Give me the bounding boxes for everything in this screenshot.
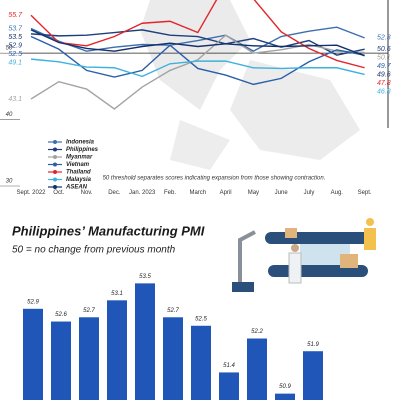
plot [30, 0, 365, 110]
value-label: 46.8 [377, 89, 391, 96]
bar [303, 351, 323, 400]
y-tick-label: 50 [6, 46, 13, 52]
value-label: 50.1 [377, 55, 391, 62]
bar-subtitle: 50 = no change from previous month [12, 245, 176, 256]
x-tick-label: Nov. [80, 190, 93, 196]
legend-dot [53, 162, 57, 167]
legend-label: Vietnam [66, 162, 90, 168]
legend-label: ASEAN [65, 185, 88, 191]
box [340, 254, 358, 268]
value-label: 50.6 [377, 46, 391, 53]
y-tick-label: 40 [6, 112, 13, 118]
value-label: 47.8 [377, 80, 391, 87]
value-label: 52.9 [8, 42, 22, 49]
legend-label: Thailand [66, 170, 91, 176]
bar-value-label: 50.9 [279, 384, 291, 390]
map-shape [170, 120, 230, 170]
value-label: 43.1 [8, 96, 22, 103]
person-head [291, 244, 299, 252]
bar-value-label: 51.9 [307, 342, 319, 348]
bar [135, 283, 155, 400]
bar [247, 338, 267, 400]
bar [79, 317, 99, 400]
legend-label: Myanmar [66, 155, 93, 161]
series-line [30, 58, 365, 78]
bar [275, 393, 295, 400]
value-label: 49.6 [377, 72, 391, 79]
bar-value-label: 53.1 [111, 291, 123, 297]
robot-base [232, 282, 254, 292]
map-shape [230, 60, 360, 160]
bar [51, 321, 71, 400]
illustration [232, 218, 376, 292]
x-tick-label: July [303, 190, 315, 196]
bar-value-label: 53.5 [139, 274, 151, 280]
value-label: 55.7 [8, 12, 23, 19]
worker-head [366, 218, 374, 226]
value-label: 52.5 [8, 51, 22, 58]
x-tick-label: Sept. 2022 [16, 190, 46, 196]
person-body [288, 252, 302, 284]
series-line [30, 26, 365, 52]
x-tick-label: Jan. 2023 [129, 190, 156, 196]
x-tick-label: Dec. [108, 190, 121, 196]
box [285, 228, 297, 238]
series-line [30, 29, 365, 57]
x-tick-label: Feb. [163, 190, 176, 196]
bar [163, 317, 183, 400]
bar-value-label: 52.5 [195, 316, 207, 322]
bar-value-label: 52.2 [251, 329, 263, 335]
annotation: 50 threshold separates scores indicating… [103, 176, 326, 182]
legend-dot [53, 170, 57, 174]
robot-arm [238, 230, 256, 290]
bar-value-label: 52.9 [27, 299, 39, 305]
legend-dot [53, 177, 57, 182]
bar [107, 300, 127, 400]
legend-dot [53, 147, 57, 152]
value-label: 53.5 [8, 34, 22, 41]
bar-title: Philippines’ Manufacturing PMI [12, 223, 205, 238]
x-tick-label: May [247, 190, 260, 196]
series-line [30, 29, 365, 56]
bar [23, 308, 43, 400]
map-shape [140, 0, 250, 110]
series-line [30, 34, 365, 110]
y-tick-label: 30 [6, 179, 13, 185]
legend-dot [53, 185, 57, 189]
value-label: 52.3 [377, 35, 391, 42]
x-tick-label: Aug. [330, 190, 343, 196]
machine-window [300, 244, 350, 265]
worker-body [364, 228, 376, 250]
bar-value-label: 51.4 [223, 363, 235, 369]
bar-value-label: 52.7 [167, 308, 179, 314]
legend-label: Philippines [66, 147, 99, 153]
series-line [30, 0, 365, 69]
series-line [30, 35, 365, 86]
x-tick-label: Oct. [53, 190, 65, 196]
legend-dot [53, 140, 57, 144]
bar [219, 372, 239, 400]
x-tick-label: June [274, 190, 288, 196]
bar-value-label: 52.7 [83, 308, 95, 314]
bar [191, 325, 211, 400]
legend-label: Indonesia [66, 140, 95, 146]
bar-value-label: 52.6 [55, 312, 67, 318]
value-label: 49.7 [377, 63, 392, 70]
legend-label: Malaysia [66, 177, 92, 183]
value-label: 49.1 [8, 59, 22, 66]
legend-dot [53, 155, 57, 159]
x-tick-label: Sept. [357, 190, 372, 196]
x-tick-label: April [219, 190, 232, 196]
value-label: 53.7 [8, 25, 23, 32]
conveyor-top [265, 232, 375, 244]
x-tick-label: March [189, 190, 207, 196]
